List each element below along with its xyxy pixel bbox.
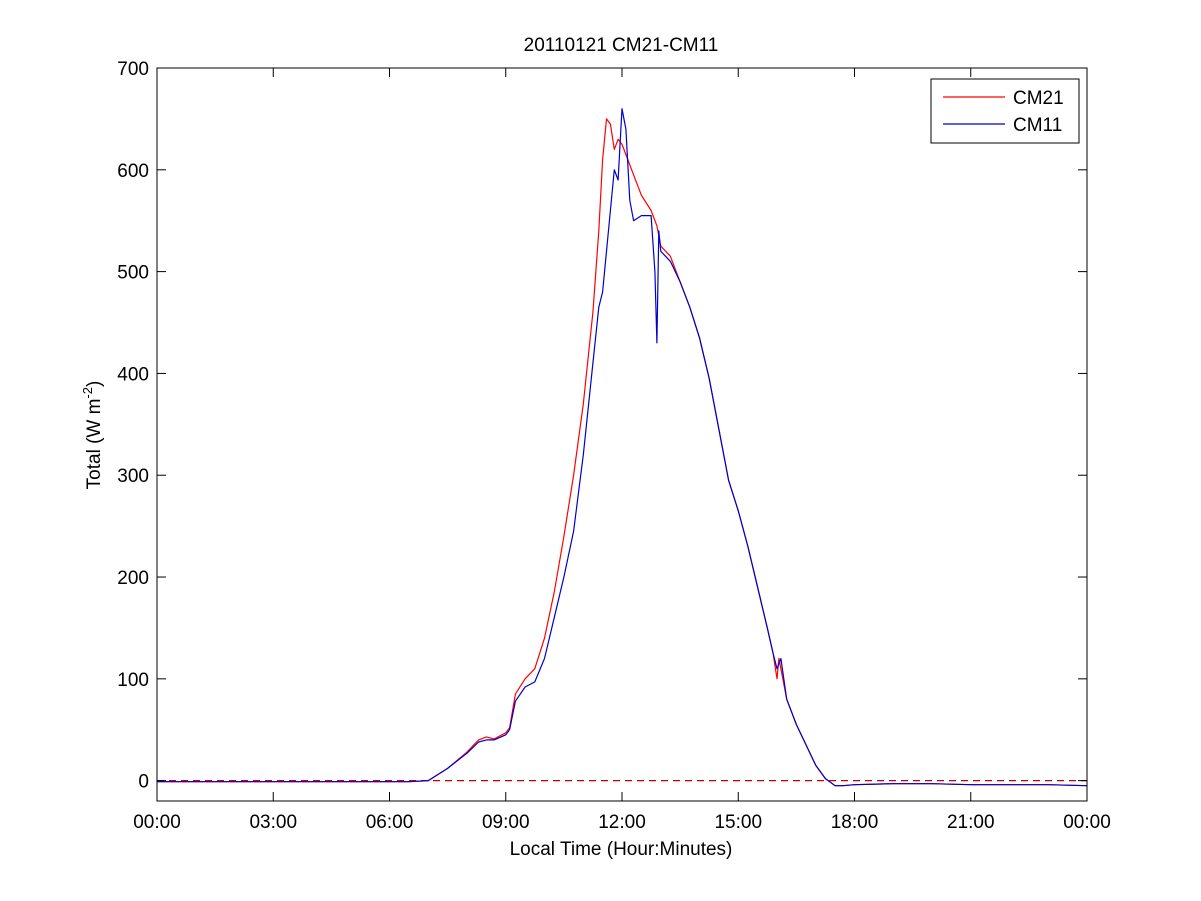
y-axis-title-superscript: -2 <box>80 387 95 399</box>
legend: CM21 CM11 <box>930 78 1080 144</box>
y-axis-title-main: Total (W m <box>84 399 105 490</box>
chart-title: 20110121 CM21-CM11 <box>524 35 719 56</box>
y-tick-label: 700 <box>117 59 149 80</box>
y-tick-label: 400 <box>117 364 149 385</box>
legend-box <box>930 78 1080 144</box>
plot-frame <box>156 67 1088 802</box>
series-line-cm11 <box>157 108 1088 787</box>
x-tick-label: 09:00 <box>482 812 530 833</box>
y-tick-label: 0 <box>138 772 149 793</box>
x-tick-label: 12:00 <box>598 812 646 833</box>
y-tick-label: 500 <box>117 263 149 284</box>
y-axis-title: Total (W m-2) <box>80 381 105 490</box>
plot-marks <box>157 108 1088 787</box>
x-axis-title: Local Time (Hour:Minutes) <box>510 839 733 860</box>
y-tick-label: 200 <box>117 568 149 589</box>
y-tick-label: 600 <box>117 161 149 182</box>
y-tick-label: 100 <box>117 670 149 691</box>
x-tick-label: 00:00 <box>133 812 181 833</box>
series-line-cm21 <box>157 118 1088 787</box>
y-tick-label: 300 <box>117 466 149 487</box>
axes-group: 00:00 03:00 06:00 09:00 12:00 15:00 18:00 21:00… <box>117 59 1110 833</box>
x-tick-label: 06:00 <box>366 812 414 833</box>
legend-label-cm11: CM11 <box>1013 115 1062 136</box>
x-tick-label: 00:00 <box>1063 812 1111 833</box>
y-axis-title-suffix: ) <box>84 381 105 387</box>
x-tick-label: 03:00 <box>249 812 297 833</box>
legend-label-cm21: CM21 <box>1013 88 1064 109</box>
x-tick-label: 15:00 <box>714 812 762 833</box>
x-tick-label: 21:00 <box>947 812 995 833</box>
x-tick-label: 18:00 <box>831 812 879 833</box>
